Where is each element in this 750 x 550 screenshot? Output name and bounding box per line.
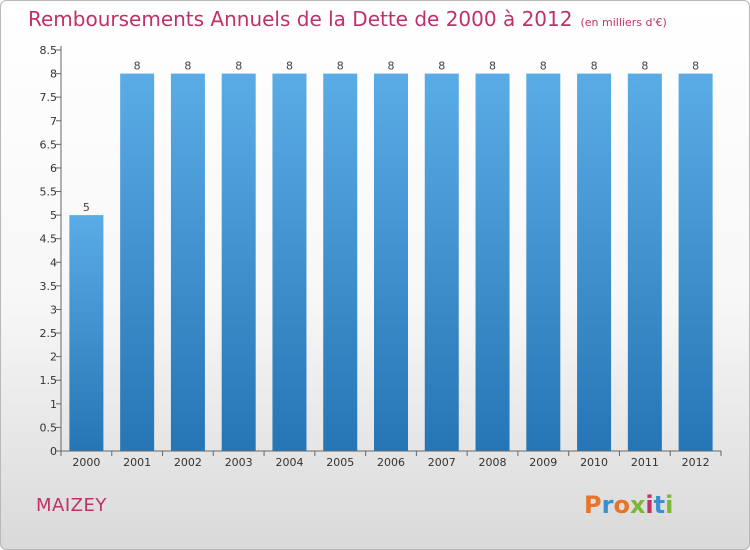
data-label: 8 <box>692 60 699 73</box>
y-tick-label: 6 <box>50 162 57 175</box>
y-tick-label: 2 <box>50 351 57 364</box>
logo-letter: t <box>653 491 666 519</box>
x-tick-label: 2009 <box>529 456 557 469</box>
title-text: Remboursements Annuels de la Dette de 20… <box>28 7 573 31</box>
y-tick-label: 3.5 <box>40 280 58 293</box>
data-label: 8 <box>438 60 445 73</box>
data-label: 8 <box>286 60 293 73</box>
commune-name: MAIZEY <box>36 495 107 516</box>
x-tick-label: 2011 <box>631 456 659 469</box>
bar <box>475 73 510 452</box>
data-label: 8 <box>489 60 496 73</box>
x-tick-label: 2006 <box>377 456 405 469</box>
x-tick-label: 2001 <box>123 456 151 469</box>
logo-letter: o <box>613 491 630 519</box>
logo-letter: x <box>629 491 646 519</box>
x-tick-label: 2003 <box>225 456 253 469</box>
bar <box>577 73 612 452</box>
x-tick-label: 2004 <box>275 456 303 469</box>
data-label: 8 <box>641 60 648 73</box>
data-label: 8 <box>337 60 344 73</box>
y-tick-label: 8.5 <box>40 44 58 57</box>
y-tick-label: 4.5 <box>40 233 58 246</box>
data-label: 8 <box>540 60 547 73</box>
chart-title: Remboursements Annuels de la Dette de 20… <box>28 7 667 31</box>
x-tick-label: 2007 <box>428 456 456 469</box>
bar <box>526 73 561 452</box>
x-tick-label: 2000 <box>72 456 100 469</box>
y-tick-label: 1 <box>50 398 57 411</box>
logo-letter: i <box>645 491 654 519</box>
data-label: 8 <box>591 60 598 73</box>
bar <box>374 73 408 452</box>
x-tick-label: 2002 <box>174 456 202 469</box>
x-tick-label: 2012 <box>682 456 710 469</box>
y-tick-label: 1.5 <box>40 374 58 387</box>
x-tick-label: 2005 <box>326 456 354 469</box>
y-tick-label: 0 <box>50 445 57 458</box>
y-tick-label: 5.5 <box>40 186 58 199</box>
bar <box>221 73 256 452</box>
y-tick-label: 8 <box>50 68 57 81</box>
y-tick-label: 3 <box>50 303 57 316</box>
bar <box>272 73 307 452</box>
y-tick-label: 5 <box>50 209 57 222</box>
bar <box>120 73 155 452</box>
y-tick-label: 7.5 <box>40 91 58 104</box>
data-label: 8 <box>184 60 191 73</box>
logo-letter: r <box>601 491 614 519</box>
logo-letter: i <box>665 491 674 519</box>
data-label: 8 <box>134 60 141 73</box>
bar <box>678 73 713 452</box>
data-label: 8 <box>388 60 395 73</box>
logo-letter: P <box>584 491 602 519</box>
x-tick-label: 2008 <box>479 456 507 469</box>
bar <box>323 73 358 452</box>
chart-subtitle: (en milliers d'€) <box>580 16 667 29</box>
y-tick-label: 2.5 <box>40 327 58 340</box>
proxiti-logo: Proxiti <box>584 491 673 519</box>
data-label: 5 <box>83 201 90 214</box>
y-tick-label: 6.5 <box>40 138 58 151</box>
y-tick-label: 7 <box>50 115 57 128</box>
y-tick-label: 4 <box>50 256 57 269</box>
bar <box>424 73 459 452</box>
data-label: 8 <box>235 60 242 73</box>
x-tick-label: 2010 <box>580 456 608 469</box>
bar <box>627 73 662 452</box>
bar <box>170 73 205 452</box>
bar <box>69 215 104 451</box>
y-tick-label: 0.5 <box>40 421 58 434</box>
